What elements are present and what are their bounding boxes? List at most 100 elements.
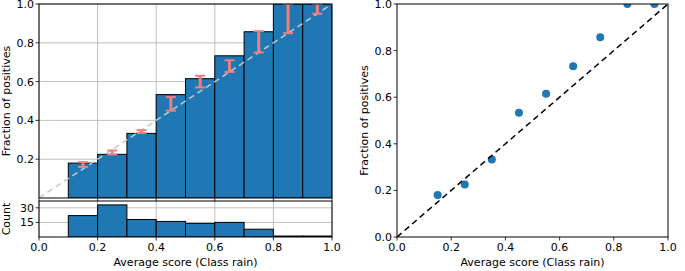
error-cap [166, 110, 176, 112]
bar [215, 56, 244, 198]
point [434, 191, 442, 199]
error-cap [254, 52, 264, 54]
y-tick-label: 1.0 [17, 0, 35, 11]
x-tick [505, 237, 506, 241]
y-tick [36, 120, 40, 121]
x-tick [451, 237, 452, 241]
y-tick [36, 222, 40, 223]
error-cap [107, 153, 117, 155]
bar [244, 229, 273, 237]
error-bar [283, 4, 293, 33]
bar [156, 95, 185, 198]
x-tick-label: 0.0 [30, 241, 48, 254]
error-stem [199, 76, 202, 88]
y-tick-label: 0.6 [375, 91, 393, 104]
error-stem [257, 31, 260, 52]
point [488, 155, 496, 163]
ticks: 0.00.20.40.60.81.01530 [20, 202, 341, 254]
y-axis-label: Count [0, 202, 13, 235]
y-axis-label: Fraction of positives [358, 65, 371, 176]
y-tick-label: 0.4 [17, 114, 35, 127]
x-axis-label: Average score (Class rain) [460, 256, 604, 269]
marks [68, 205, 332, 237]
y-tick [394, 4, 398, 5]
grid [39, 201, 332, 237]
x-tick [397, 237, 398, 241]
bar [273, 4, 302, 198]
point [650, 4, 658, 8]
x-axis-label: Average score (Class rain) [113, 256, 257, 269]
y-tick-label: 0.6 [17, 76, 35, 89]
x-tick-label: 0.2 [442, 241, 460, 254]
marks [39, 4, 332, 198]
bar [186, 79, 215, 198]
x-tick-label: 0.6 [551, 241, 569, 254]
error-cap [137, 132, 147, 134]
error-bar [107, 150, 117, 154]
error-cap [166, 96, 176, 98]
bar [98, 154, 127, 198]
y-tick [36, 207, 40, 208]
x-tick [39, 237, 40, 241]
marks [397, 4, 668, 237]
error-cap [224, 71, 234, 73]
error-stem [228, 60, 231, 72]
bar [303, 4, 332, 198]
error-cap [195, 86, 205, 88]
x-tick-label: 0.4 [147, 241, 165, 254]
error-cap [224, 59, 234, 61]
panel: 0.20.40.60.81.0Fraction of positives [0, 0, 332, 202]
y-tick-label: 0.2 [375, 184, 393, 197]
error-cap [283, 32, 293, 34]
point [596, 33, 604, 41]
error-cap [254, 30, 264, 32]
error-cap [78, 166, 88, 168]
point [515, 109, 523, 117]
ticks: 0.00.20.40.60.81.00.00.20.40.60.81.0 [375, 0, 677, 254]
y-tick-label: 0.0 [375, 231, 393, 244]
y-tick [394, 143, 398, 144]
y-tick [394, 97, 398, 98]
frame [397, 4, 668, 237]
panel: 0.00.20.40.60.81.00.00.20.40.60.81.0Aver… [358, 0, 677, 269]
bar [127, 219, 156, 237]
bar [156, 221, 185, 237]
x-tick-label: 0.8 [605, 241, 623, 254]
error-cap [107, 149, 117, 151]
x-tick-label: 0.8 [265, 241, 283, 254]
error-bar [224, 60, 234, 72]
y-tick-label: 15 [20, 216, 34, 229]
error-bar [166, 97, 176, 111]
x-tick [156, 237, 157, 241]
ticks: 0.2 0.4 0.6 0.8 1.0 [17, 0, 333, 202]
error-cap [78, 161, 88, 163]
frame [39, 4, 332, 198]
x-tick-label: 1.0 [659, 241, 677, 254]
reference-line [39, 4, 332, 198]
x-tick [613, 237, 614, 241]
x-tick-label: 1.0 [323, 241, 341, 254]
error-cap [195, 75, 205, 77]
y-tick [36, 4, 40, 5]
y-tick-label: 0.4 [375, 138, 393, 151]
error-cap [312, 13, 322, 15]
reference-line [397, 4, 668, 237]
bar [244, 32, 273, 198]
y-tick-label: 0.8 [17, 37, 35, 50]
y-tick-label: 0.2 [17, 153, 35, 166]
y-tick [36, 42, 40, 43]
error-stem [316, 4, 319, 14]
bar [127, 133, 156, 198]
point [542, 90, 550, 98]
error-bar [312, 4, 322, 14]
y-tick-label: 1.0 [375, 0, 393, 11]
error-bar [137, 130, 147, 133]
error-stem [169, 97, 172, 111]
grid-line [39, 207, 332, 208]
y-tick [394, 237, 398, 238]
x-tick-label: 0.4 [497, 241, 515, 254]
y-tick-label: 30 [20, 202, 34, 215]
x-tick [559, 237, 560, 241]
error-bar [195, 76, 205, 88]
y-tick [36, 81, 40, 82]
